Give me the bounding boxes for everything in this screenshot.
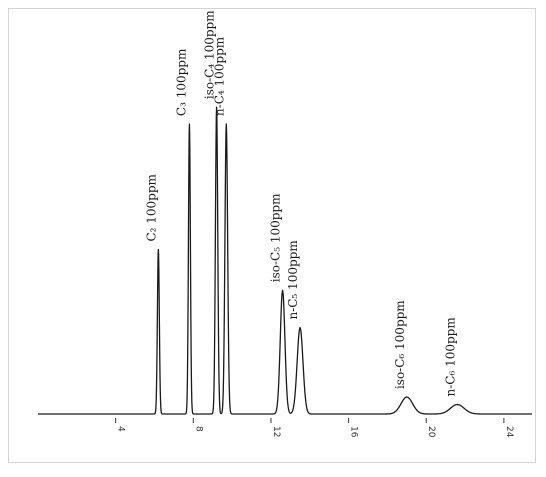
peak-label: iso-C₅ 100ppm: [269, 193, 283, 282]
x-tick-label: 12: [271, 426, 281, 437]
peak-label: iso-C₆ 100ppm: [393, 300, 407, 389]
chromatogram-trace: [38, 106, 533, 415]
peak-label: C₂ 100ppm: [144, 173, 158, 241]
x-axis: 4 8 12 16 20 24: [115, 418, 514, 438]
peak-label: iso-C₄ 100ppm: [203, 10, 217, 99]
x-tick-label: 4: [116, 426, 126, 432]
x-tick-label: 16: [349, 426, 359, 438]
peak-label: C₃ 100ppm: [174, 48, 188, 116]
peak-label: n-C₄ 100ppm: [212, 36, 226, 116]
x-tick-label: 24: [504, 426, 514, 438]
peak-label: n-C₅ 100ppm: [286, 240, 300, 320]
x-tick-label: 8: [193, 426, 203, 432]
x-tick-label: 20: [426, 426, 436, 438]
peak-label: n-C₆ 100ppm: [443, 317, 457, 397]
chart-frame: [8, 8, 536, 463]
